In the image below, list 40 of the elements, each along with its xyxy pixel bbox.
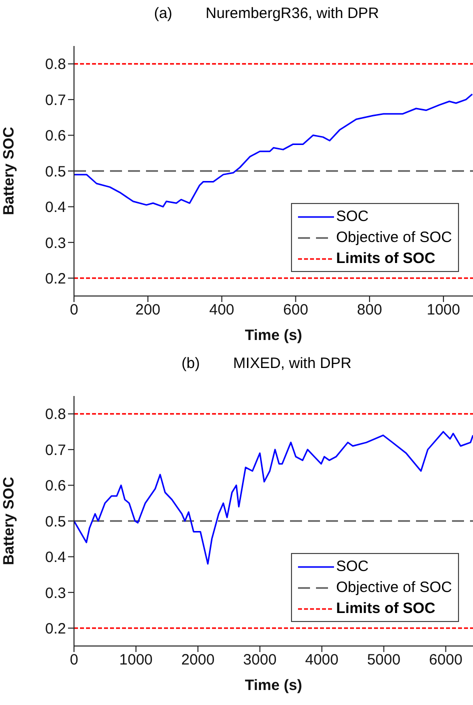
x-tick-label: 0 <box>70 652 78 669</box>
x-tick-label: 200 <box>135 302 160 319</box>
y-tick-label: 0.6 <box>45 478 66 495</box>
y-tick-label: 0.8 <box>45 406 66 424</box>
legend-label: Limits of SOC <box>336 249 436 269</box>
x-tick-label: 400 <box>209 302 234 319</box>
legend-label: SOC <box>336 207 369 227</box>
y-tick-label: 0.2 <box>45 270 66 288</box>
y-tick-label: 0.4 <box>45 549 66 566</box>
x-tick-label: 1000 <box>119 652 153 669</box>
x-tick-label: 4000 <box>305 652 339 669</box>
y-tick-label: 0.2 <box>45 620 66 638</box>
y-tick-label: 0.5 <box>45 513 66 530</box>
legend-label: Objective of SOC <box>336 578 452 598</box>
x-tick-label: 5000 <box>367 652 400 669</box>
x-tick-label: 6000 <box>429 652 462 669</box>
y-tick-label: 0.7 <box>45 442 66 459</box>
x-tick-label: 800 <box>357 302 382 319</box>
line-series <box>74 93 473 208</box>
legend-label: Objective of SOC <box>336 228 452 248</box>
y-tick-label: 0.6 <box>45 128 66 145</box>
x-tick-label: 3000 <box>243 652 277 669</box>
x-tick-label: 600 <box>283 302 308 319</box>
chart-title: (a) NurembergR36, with DPR <box>152 4 380 24</box>
y-axis-title: Battery SOC <box>0 126 18 216</box>
y-tick-label: 0.4 <box>45 199 66 216</box>
x-axis-title: Time (s) <box>244 677 302 694</box>
y-axis-title: Battery SOC <box>0 476 18 566</box>
y-tick-label: 0.7 <box>45 92 66 109</box>
chart-title: (b) MIXED, with DPR <box>180 354 353 374</box>
legend-label: Limits of SOC <box>336 599 436 619</box>
legend-label: SOC <box>336 557 369 577</box>
y-tick-label: 0.5 <box>45 163 66 180</box>
y-tick-label: 0.3 <box>45 584 66 602</box>
x-tick-label: 0 <box>70 302 78 319</box>
y-tick-label: 0.8 <box>45 56 66 74</box>
x-axis-title: Time (s) <box>244 327 302 344</box>
x-tick-label: 2000 <box>181 652 215 669</box>
x-tick-label: 1000 <box>426 302 460 319</box>
y-tick-label: 0.3 <box>45 234 66 252</box>
